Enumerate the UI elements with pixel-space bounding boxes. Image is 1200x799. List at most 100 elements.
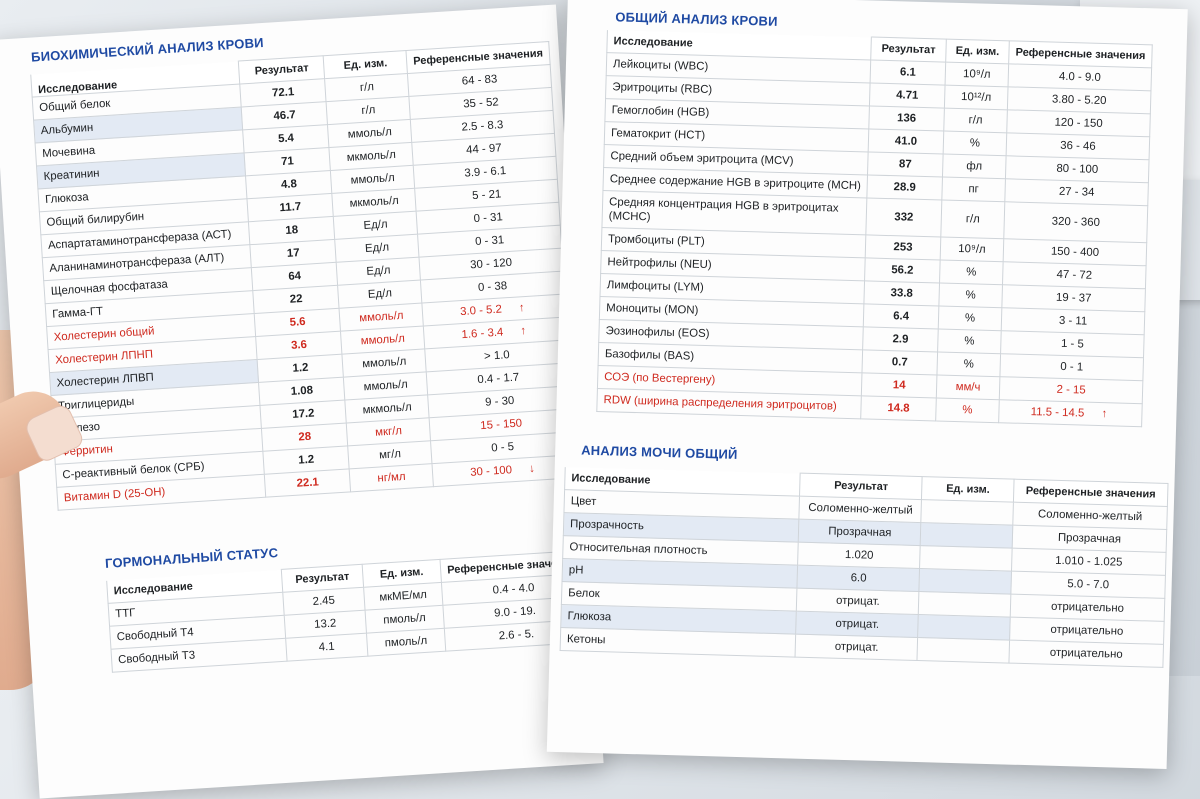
result-value: 33.8 <box>864 280 940 306</box>
result-value: 6.0 <box>797 565 920 592</box>
reference-value: 1.010 - 1.025 <box>1055 554 1123 569</box>
result-value: 0.7 <box>862 349 938 375</box>
unit-value <box>917 614 1011 641</box>
unit-value: % <box>938 305 1002 331</box>
unit-value <box>919 545 1013 572</box>
reference-value: 19 - 37 <box>1055 291 1092 305</box>
result-value: 14.8 <box>860 395 937 421</box>
reference-value: 4.0 - 9.0 <box>1058 70 1101 84</box>
reference-value: 2.6 - 5. <box>498 628 535 643</box>
arrow-up-icon: ↑ <box>518 302 526 315</box>
unit-value: нг/мл <box>349 463 434 492</box>
hormonal-table: Исследование Результат Ед. изм. Референс… <box>106 550 589 673</box>
reference-value: 0 - 38 <box>477 280 508 294</box>
result-value: отрицат. <box>796 611 919 638</box>
reference-value: Прозрачная <box>1057 531 1122 546</box>
reference-value: 0.4 - 1.7 <box>477 371 520 387</box>
reference-value: 2 - 15 <box>1056 383 1086 397</box>
reference-cell: отрицательно <box>1008 640 1164 668</box>
reference-value: 5.0 - 7.0 <box>1067 578 1110 592</box>
reference-value: 3 - 11 <box>1058 314 1088 328</box>
urine-table: Исследование Результат Ед. изм. Референс… <box>560 466 1169 668</box>
reference-value: 35 - 52 <box>462 96 500 111</box>
reference-value: 47 - 72 <box>1056 268 1093 282</box>
reference-value: отрицательно <box>1050 600 1125 615</box>
unit-value <box>917 637 1010 664</box>
reference-value: 320 - 360 <box>1051 215 1101 229</box>
unit-value: пмоль/л <box>366 628 446 657</box>
header-unit: Ед. изм. <box>945 39 1010 64</box>
header-result: Результат <box>799 473 923 500</box>
unit-value <box>918 591 1011 618</box>
cbc-table: Исследование Результат Ед. изм. Референс… <box>596 29 1153 427</box>
biochem-report-sheet: БИОХИМИЧЕСКИЙ АНАЛИЗ КРОВИ Исследование … <box>0 4 604 799</box>
result-value: отрицат. <box>796 588 920 615</box>
header-result: Результат <box>870 36 947 63</box>
reference-value: 9.0 - 19. <box>493 604 537 620</box>
reference-value: 0.4 - 4.0 <box>492 582 535 597</box>
reference-cell: 320 - 360 <box>1003 201 1148 243</box>
reference-value: 44 - 97 <box>465 142 502 157</box>
reference-value: 27 - 34 <box>1058 185 1095 199</box>
reference-value: > 1.0 <box>483 349 511 363</box>
reference-value: отрицательно <box>1049 646 1123 661</box>
unit-value: мм/ч <box>936 374 1001 400</box>
reference-value: 15 - 150 <box>479 417 523 433</box>
unit-value: % <box>942 131 1007 156</box>
result-value: 4.71 <box>869 82 945 109</box>
result-value: Прозрачная <box>798 519 922 546</box>
reference-value: 0 - 1 <box>1060 360 1084 374</box>
result-value: 14 <box>861 372 937 398</box>
reference-value: 3.0 - 5.2 <box>459 303 503 319</box>
result-value: отрицат. <box>795 634 918 661</box>
biochem-table: Исследование Результат Ед. изм. Референс… <box>30 41 577 511</box>
result-value: 1.020 <box>797 542 921 569</box>
unit-value: пг <box>941 177 1006 202</box>
unit-value <box>921 499 1014 526</box>
reference-value: 5 - 21 <box>471 188 502 203</box>
unit-value: фл <box>942 154 1007 179</box>
unit-value: % <box>935 397 1000 423</box>
reference-value: 30 - 100 <box>469 464 513 479</box>
unit-value: % <box>936 351 1001 377</box>
result-value: 136 <box>869 105 945 132</box>
unit-value <box>920 522 1013 549</box>
reference-value: 1.6 - 3.4 <box>461 326 504 342</box>
reference-value: 0 - 5 <box>490 441 515 455</box>
reference-value: 64 - 83 <box>461 73 498 88</box>
reference-value: 120 - 150 <box>1054 116 1103 130</box>
unit-value: 10⁹/л <box>939 236 1004 262</box>
result-value: 253 <box>865 234 941 260</box>
unit-value: 10¹²/л <box>944 85 1009 110</box>
reference-value: 1 - 5 <box>1060 337 1084 351</box>
reference-value: 0 - 31 <box>473 211 504 226</box>
result-value: 56.2 <box>864 257 940 283</box>
reference-value: 80 - 100 <box>1056 162 1099 176</box>
unit-value <box>919 568 1012 595</box>
unit-value: % <box>939 259 1004 285</box>
arrow-up-icon: ↑ <box>520 325 527 338</box>
result-value: 22.1 <box>264 468 351 498</box>
result-value: 41.0 <box>868 128 944 155</box>
cbc-title: ОБЩИЙ АНАЛИЗ КРОВИ <box>615 9 778 29</box>
result-value: 332 <box>866 197 942 237</box>
result-value: 6.1 <box>870 59 946 86</box>
reference-value: 36 - 46 <box>1060 139 1096 153</box>
unit-value: г/л <box>943 108 1008 133</box>
reference-value: отрицательно <box>1050 623 1124 638</box>
reference-value: 2.5 - 8.3 <box>461 119 504 134</box>
reference-value: 3.80 - 5.20 <box>1051 93 1107 108</box>
reference-value: 30 - 120 <box>469 256 513 272</box>
unit-value: % <box>937 328 1002 354</box>
result-value: 2.9 <box>862 326 939 352</box>
result-value: 87 <box>867 151 943 178</box>
result-value: 6.4 <box>863 303 939 329</box>
reference-value: 0 - 31 <box>474 234 505 249</box>
reference-value: 11.5 - 14.5 <box>1030 406 1085 420</box>
urine-title: АНАЛИЗ МОЧИ ОБЩИЙ <box>581 442 738 462</box>
unit-value: 10⁹/л <box>944 62 1009 87</box>
reference-cell: 11.5 - 14.5 ↑ <box>998 399 1143 427</box>
result-value: 4.1 <box>285 633 368 662</box>
cbc-report-sheet: ОБЩИЙ АНАЛИЗ КРОВИ Исследование Результа… <box>546 0 1188 770</box>
arrow-up-icon: ↑ <box>1101 408 1108 421</box>
